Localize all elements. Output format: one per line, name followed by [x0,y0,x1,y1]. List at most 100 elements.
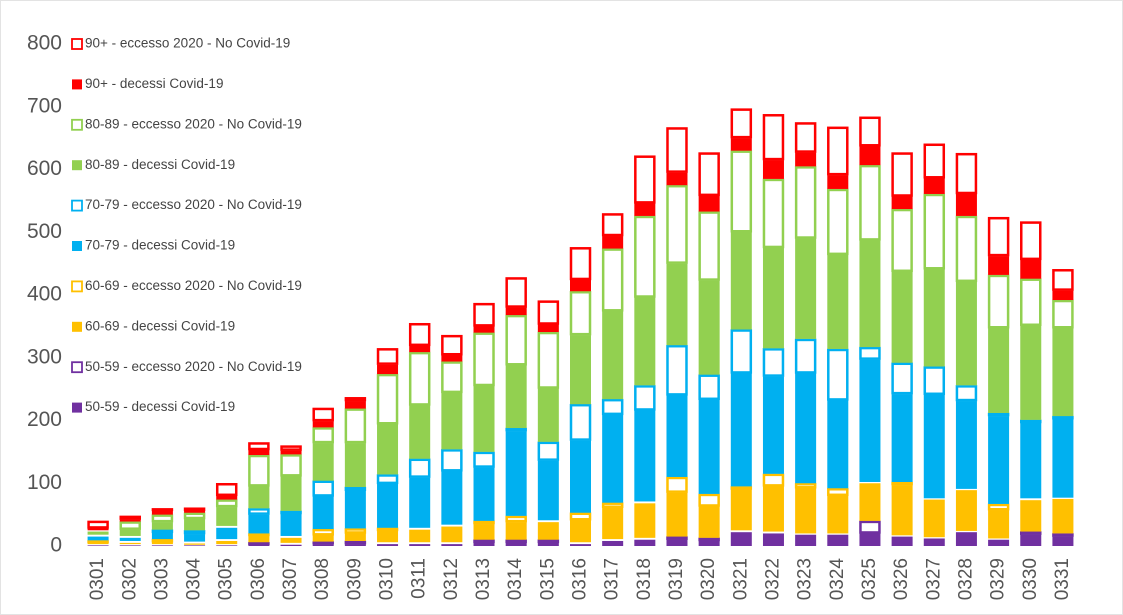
covid-segment [280,450,302,455]
excess-segment [344,486,367,492]
excess-segment [762,473,785,487]
covid-segment [248,514,270,534]
x-tick-label: 0314 [505,558,526,601]
covid-segment [312,535,334,542]
excess-segment [569,512,592,521]
covid-segment [151,522,173,530]
covid-segment [602,414,624,503]
covid-segment [344,544,366,546]
covid-segment [312,443,334,481]
excess-segment [473,451,495,468]
excess-segment [569,247,592,281]
covid-segment [634,503,656,538]
excess-segment [344,397,367,402]
covid-segment [891,485,913,536]
covid-segment [859,240,881,348]
legend-label: 80-89 - eccesso 2020 - No Covid-19 [85,116,302,131]
excess-segment [183,530,206,535]
covid-segment [988,510,1010,539]
excess-segment [408,351,431,406]
excess-segment [762,114,785,161]
excess-segment [859,346,881,360]
covid-segment [409,529,431,543]
legend-swatch [71,280,83,293]
excess-segment [859,520,881,534]
covid-segment [441,544,463,546]
covid-segment [537,542,559,546]
x-tick-label: 0317 [602,558,623,600]
x-tick-label: 0310 [377,558,398,600]
covid-segment [1020,423,1042,499]
covid-segment [859,533,881,546]
covid-segment [891,536,913,546]
legend-swatch [72,321,82,332]
covid-segment [698,280,720,375]
excess-segment [473,520,495,525]
excess-segment [827,348,849,401]
covid-segment [151,532,173,540]
excess-segment [505,427,527,432]
y-tick-label: 100 [27,471,62,494]
x-tick-label: 0319 [666,558,687,600]
covid-segment [216,507,238,526]
covid-segment [666,172,688,186]
excess-segment [859,164,881,241]
covid-segment [923,269,945,367]
covid-segment [216,495,238,500]
legend-label: 60-69 - eccesso 2020 - No Covid-19 [85,278,302,293]
covid-segment [666,539,688,546]
covid-segment [1052,328,1074,417]
covid-segment [1052,536,1074,546]
covid-segment [923,394,945,499]
covid-segment [184,519,206,531]
excess-segment [183,507,206,512]
excess-segment [794,122,817,153]
x-tick-label: 0318 [634,558,655,600]
covid-segment [827,400,849,489]
excess-segment [730,108,753,139]
excess-segment [730,486,753,490]
covid-segment [441,471,463,525]
covid-segment [955,532,977,546]
x-tick-label: 0302 [119,558,140,600]
excess-segment [280,445,302,451]
covid-segment [473,326,495,333]
excess-segment [473,539,495,544]
excess-segment [441,361,463,394]
excess-segment [634,155,656,204]
covid-segment [537,460,559,521]
covid-segment [762,533,784,546]
excess-segment [601,213,624,237]
excess-segment [730,329,753,374]
x-tick-label: 0322 [762,558,783,600]
excess-segment [794,166,817,239]
covid-segment [988,539,1010,546]
covid-segment [634,297,656,386]
excess-segment [923,193,946,270]
excess-segment [827,188,849,256]
covid-segment [280,537,302,543]
excess-segment [1020,531,1042,535]
covid-segment [730,232,752,330]
excess-segment [1052,533,1074,537]
covid-segment [344,533,366,541]
covid-segment [955,193,977,216]
excess-segment [505,515,527,523]
covid-segment [248,535,270,543]
covid-segment [184,543,206,545]
covid-segment [344,443,366,488]
covid-segment [570,520,591,543]
legend-label: 90+ - decessi Covid-19 [85,76,223,91]
covid-segment [666,395,688,477]
excess-segment [119,515,141,520]
excess-segment [827,488,849,497]
excess-segment [505,277,527,308]
excess-segment [1052,269,1074,291]
excess-segment [891,362,913,395]
legend-swatch [71,118,83,131]
covid-segment [891,394,913,482]
covid-segment [730,138,752,151]
x-tick-label: 0324 [827,558,848,601]
excess-segment [923,143,946,179]
excess-segment [794,483,817,489]
